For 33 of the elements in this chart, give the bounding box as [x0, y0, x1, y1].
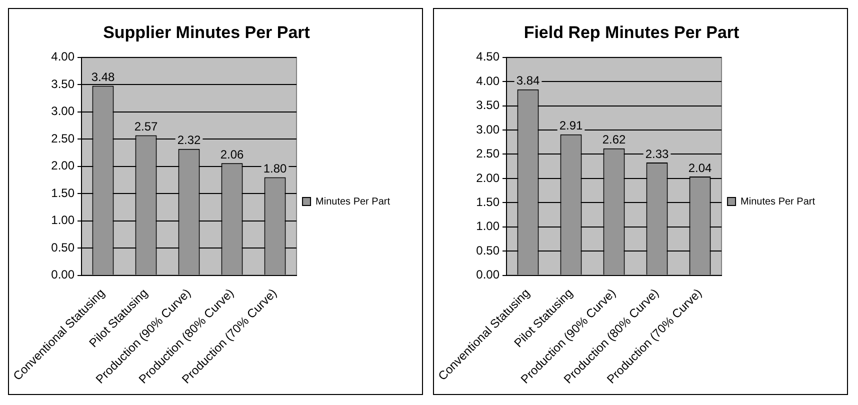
data-label: 2.62	[602, 132, 626, 147]
y-tick-label: 0.50	[476, 243, 500, 258]
y-tick-label: 2.00	[51, 158, 75, 173]
legend-label: Minutes Per Part	[316, 196, 390, 208]
y-tick-label: 3.00	[51, 104, 75, 118]
data-label: 3.48	[91, 70, 116, 84]
y-tick-label: 0.00	[51, 268, 75, 282]
y-tick-label: 2.50	[476, 146, 500, 161]
data-label: 2.04	[688, 160, 712, 175]
y-tick-label: 1.50	[51, 186, 75, 200]
y-tick-label: 0.50	[51, 240, 75, 254]
y-tick-label: 4.50	[476, 50, 500, 64]
chart-title: Field Rep Minutes Per Part	[524, 22, 740, 42]
y-tick-label: 2.50	[51, 131, 75, 146]
y-tick-label: 1.00	[51, 213, 75, 228]
y-tick-label: 1.00	[476, 219, 500, 234]
data-label: 2.06	[220, 147, 244, 162]
chart-title: Supplier Minutes Per Part	[103, 22, 310, 42]
y-tick-label: 3.50	[51, 76, 75, 91]
data-label: 2.32	[177, 133, 202, 148]
y-tick-label: 4.00	[51, 50, 75, 64]
data-label: 2.33	[645, 146, 670, 161]
y-tick-label: 2.00	[476, 170, 500, 185]
data-label: 1.80	[263, 162, 288, 176]
data-label: 2.91	[559, 118, 584, 133]
y-tick-label: 4.00	[476, 74, 500, 88]
y-tick-label: 3.50	[476, 98, 500, 112]
y-tick-label: 0.00	[476, 268, 500, 282]
y-tick-label: 1.50	[476, 194, 500, 209]
data-label: 2.57	[134, 120, 158, 134]
y-tick-label: 3.00	[476, 122, 500, 136]
data-label: 3.84	[516, 74, 540, 88]
legend-label: Minutes Per Part	[740, 196, 816, 208]
